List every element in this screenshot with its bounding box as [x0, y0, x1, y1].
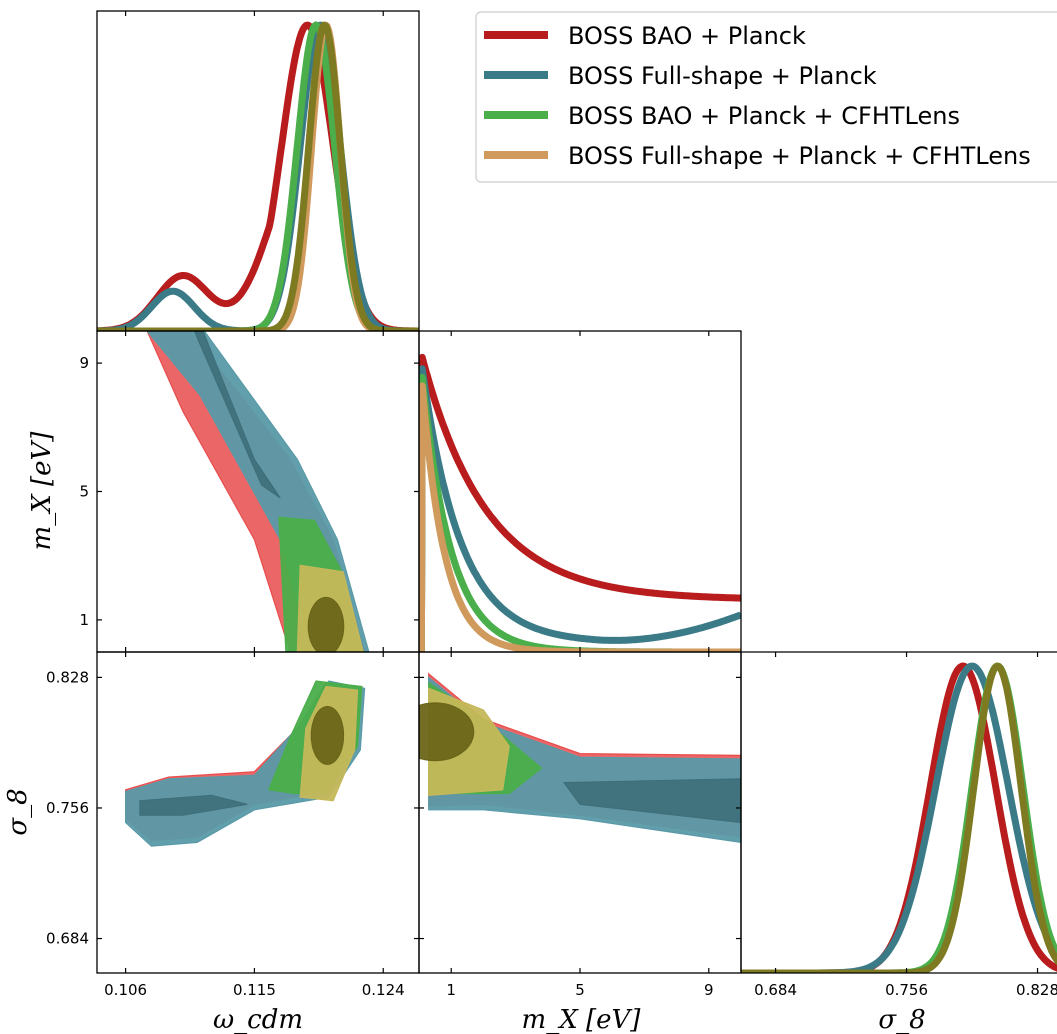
xlabel-mx: m_X [eV]	[522, 1005, 642, 1034]
curve-omega-overlap	[97, 21, 419, 331]
contour-os8-full-inner	[139, 794, 248, 816]
legend-box	[475, 11, 1057, 183]
curve-s8-full-group	[741, 662, 1057, 973]
curve-mx-bao	[419, 353, 741, 652]
curve-mx-bao-group	[419, 353, 741, 652]
panel-frame-0-0	[96, 10, 420, 332]
contour-omx-core-group	[307, 596, 345, 652]
curve-omega-bao	[97, 21, 419, 331]
xtick-label-sigma8: 0.684	[754, 981, 797, 999]
contour-mxs8-full-inner	[562, 778, 741, 824]
ytick-label-sigma8: 0.684	[46, 930, 89, 948]
curve-s8-full	[741, 662, 1057, 973]
contour-os8-full-inner-group	[139, 794, 248, 816]
curve-omega-full-group	[97, 21, 419, 331]
curve-mx-full-cfht	[419, 382, 741, 652]
contour-os8-core-group	[310, 705, 345, 765]
xtick-label-sigma8: 0.756	[885, 981, 928, 999]
legend-label-0: BOSS BAO + Planck	[568, 22, 806, 50]
contour-mxs8-core-group	[419, 702, 475, 762]
curve-omega-bao-group	[97, 21, 419, 331]
ylabel-mx: m_X [eV]	[27, 431, 57, 551]
xlabel-omega: ω_cdm	[213, 1005, 303, 1034]
curve-omega-full-cfht	[97, 21, 419, 331]
ytick-label-mx: 9	[79, 354, 89, 372]
contour-os8-core	[310, 705, 345, 765]
curve-mx-full	[419, 365, 741, 652]
ytick-label-mx: 5	[79, 483, 89, 501]
curve-omega-full-cfht-group	[97, 21, 419, 331]
contour-omx-full-inner	[193, 331, 281, 499]
legend-label-2: BOSS BAO + Planck + CFHTLens	[568, 102, 960, 130]
xtick-label-omega: 0.124	[362, 981, 405, 999]
xtick-label-omega: 0.115	[233, 981, 276, 999]
xtick-label-mx: 9	[704, 981, 714, 999]
panel-frame-1-1	[418, 330, 742, 653]
curve-omega-overlap-group	[97, 21, 419, 331]
ytick-label-sigma8: 0.828	[46, 668, 89, 686]
curve-mx-full-cfht-group	[419, 382, 741, 652]
curve-mx-full-group	[419, 365, 741, 652]
curve-omega-full	[97, 21, 419, 331]
contour-omx-full-inner-group	[193, 331, 281, 499]
xtick-label-sigma8: 0.828	[1016, 981, 1057, 999]
xtick-label-omega: 0.106	[104, 981, 147, 999]
contour-mxs8-full-inner-group	[562, 778, 741, 824]
legend-label-1: BOSS Full-shape + Planck	[568, 62, 877, 90]
contour-omx-core	[307, 596, 345, 652]
legend-label-3: BOSS Full-shape + Planck + CFHTLens	[568, 142, 1031, 170]
contour-mxs8-core	[419, 702, 475, 762]
xtick-label-mx: 5	[575, 981, 585, 999]
xlabel-sigma8: σ_8	[878, 1005, 925, 1034]
xtick-label-mx: 1	[446, 981, 456, 999]
legend: BOSS BAO + Planck BOSS Full-shape + Planc…	[475, 11, 1057, 183]
ytick-label-sigma8: 0.756	[46, 799, 89, 817]
ylabel-sigma8: σ_8	[3, 788, 33, 835]
curve-omega-bao-cfht-group	[97, 21, 419, 331]
panel-frame-2-2	[740, 651, 1057, 974]
ytick-label-mx: 1	[79, 611, 89, 629]
curve-omega-bao-cfht	[97, 21, 419, 331]
